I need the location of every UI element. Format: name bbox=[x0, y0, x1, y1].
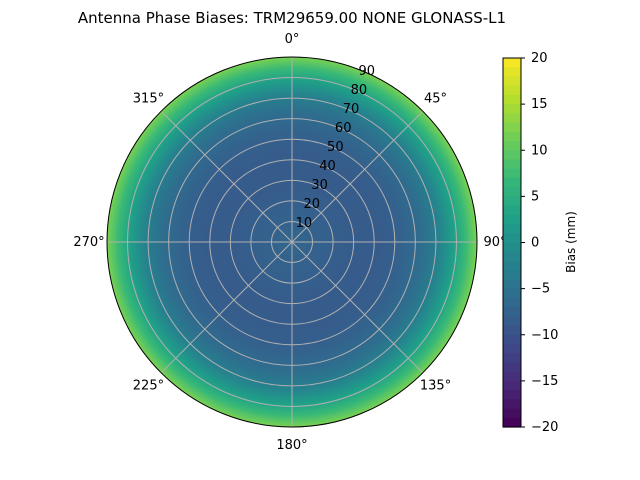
colorbar-segment bbox=[503, 260, 521, 271]
colorbar-segment bbox=[503, 205, 521, 216]
angular-tick-label: 225° bbox=[133, 379, 164, 394]
angular-tick-label: 270° bbox=[73, 235, 104, 250]
angular-tick-label: 315° bbox=[133, 91, 164, 106]
angular-tick-label: 45° bbox=[424, 91, 447, 106]
colorbar-segment bbox=[503, 251, 521, 262]
colorbar-segment bbox=[503, 307, 521, 317]
colorbar-segment bbox=[503, 58, 521, 68]
angular-gridline bbox=[160, 241, 293, 374]
radial-tick-label: 20 bbox=[303, 197, 320, 212]
colorbar-segment bbox=[503, 390, 521, 400]
angular-gridline bbox=[291, 110, 424, 243]
colorbar-segment bbox=[503, 168, 521, 179]
colorbar-segment bbox=[503, 325, 521, 336]
angular-gridline bbox=[291, 241, 424, 374]
radial-tick-label: 80 bbox=[351, 83, 368, 98]
colorbar-segment bbox=[503, 408, 521, 419]
colorbar-segment bbox=[503, 122, 521, 133]
colorbar-segment bbox=[503, 224, 521, 234]
colorbar-segment bbox=[503, 334, 521, 345]
colorbar-segment bbox=[503, 150, 521, 161]
radial-tick-labels: 10 20 30 40 50 60 70 80 90 bbox=[296, 64, 375, 231]
colorbar-tick-label: −20 bbox=[531, 420, 558, 435]
colorbar-segment bbox=[503, 113, 521, 124]
colorbar-tick-label: −5 bbox=[531, 282, 550, 297]
angular-tick-labels: 0° 45° 90° 135° 180° 225° 270° 315° bbox=[73, 32, 506, 453]
colorbar-segment bbox=[503, 343, 521, 354]
colorbar-segment bbox=[503, 233, 521, 244]
colorbar-segment bbox=[503, 85, 521, 96]
colorbar-segment bbox=[503, 131, 521, 142]
colorbar-segment bbox=[503, 94, 521, 105]
colorbar-label: Bias (mm) bbox=[564, 211, 578, 273]
angular-tick-label: 90° bbox=[483, 235, 506, 250]
colorbar-segment bbox=[503, 279, 521, 290]
radial-tick-label: 90 bbox=[359, 64, 376, 79]
colorbar-segment bbox=[503, 214, 521, 225]
colorbar-tick-label: 20 bbox=[531, 51, 548, 66]
angular-tick-label: 0° bbox=[285, 32, 300, 47]
colorbar-segment bbox=[503, 380, 521, 391]
chart-title: Antenna Phase Biases: TRM29659.00 NONE G… bbox=[78, 9, 506, 27]
colorbar-segment bbox=[503, 316, 521, 327]
angular-gridline bbox=[160, 110, 293, 243]
radial-tick-label: 60 bbox=[335, 121, 352, 136]
colorbar-segment bbox=[503, 297, 521, 308]
colorbar: 20 15 10 5 0 −5 −10 −15 −20 bbox=[502, 51, 558, 435]
radial-tick-label: 10 bbox=[296, 216, 313, 231]
colorbar-tick-label: 0 bbox=[531, 236, 539, 251]
colorbar-segment bbox=[503, 196, 521, 207]
colorbar-segment bbox=[503, 177, 521, 188]
colorbar-segment bbox=[503, 362, 521, 373]
radial-tick-label: 30 bbox=[311, 178, 328, 193]
angular-tick-label: 180° bbox=[276, 438, 307, 453]
colorbar-tick-label: 10 bbox=[531, 143, 548, 158]
colorbar-segment bbox=[503, 371, 521, 382]
colorbar-segment bbox=[503, 187, 521, 197]
colorbar-segment bbox=[503, 159, 521, 170]
colorbar-segment bbox=[503, 399, 521, 410]
polar-frame bbox=[106, 56, 478, 428]
colorbar-segment bbox=[503, 141, 521, 151]
colorbar-segment bbox=[503, 417, 521, 428]
angular-tick-label: 135° bbox=[420, 379, 451, 394]
polar-grid bbox=[107, 57, 477, 427]
colorbar-tick-label: 5 bbox=[531, 189, 539, 204]
colorbar-segment bbox=[503, 76, 521, 87]
colorbar-tick-label: 15 bbox=[531, 97, 548, 112]
colorbar-segment bbox=[503, 270, 521, 280]
radial-tick-label: 40 bbox=[319, 159, 336, 174]
colorbar-segment bbox=[503, 353, 521, 364]
colorbar-segment bbox=[503, 67, 521, 78]
colorbar-tick-label: −10 bbox=[531, 328, 558, 343]
colorbar-tick-label: −15 bbox=[531, 374, 558, 389]
colorbar-segment bbox=[503, 242, 521, 253]
radial-tick-label: 50 bbox=[327, 140, 344, 155]
colorbar-segment bbox=[503, 104, 521, 114]
radial-tick-label: 70 bbox=[343, 102, 360, 117]
colorbar-segment bbox=[503, 288, 521, 299]
